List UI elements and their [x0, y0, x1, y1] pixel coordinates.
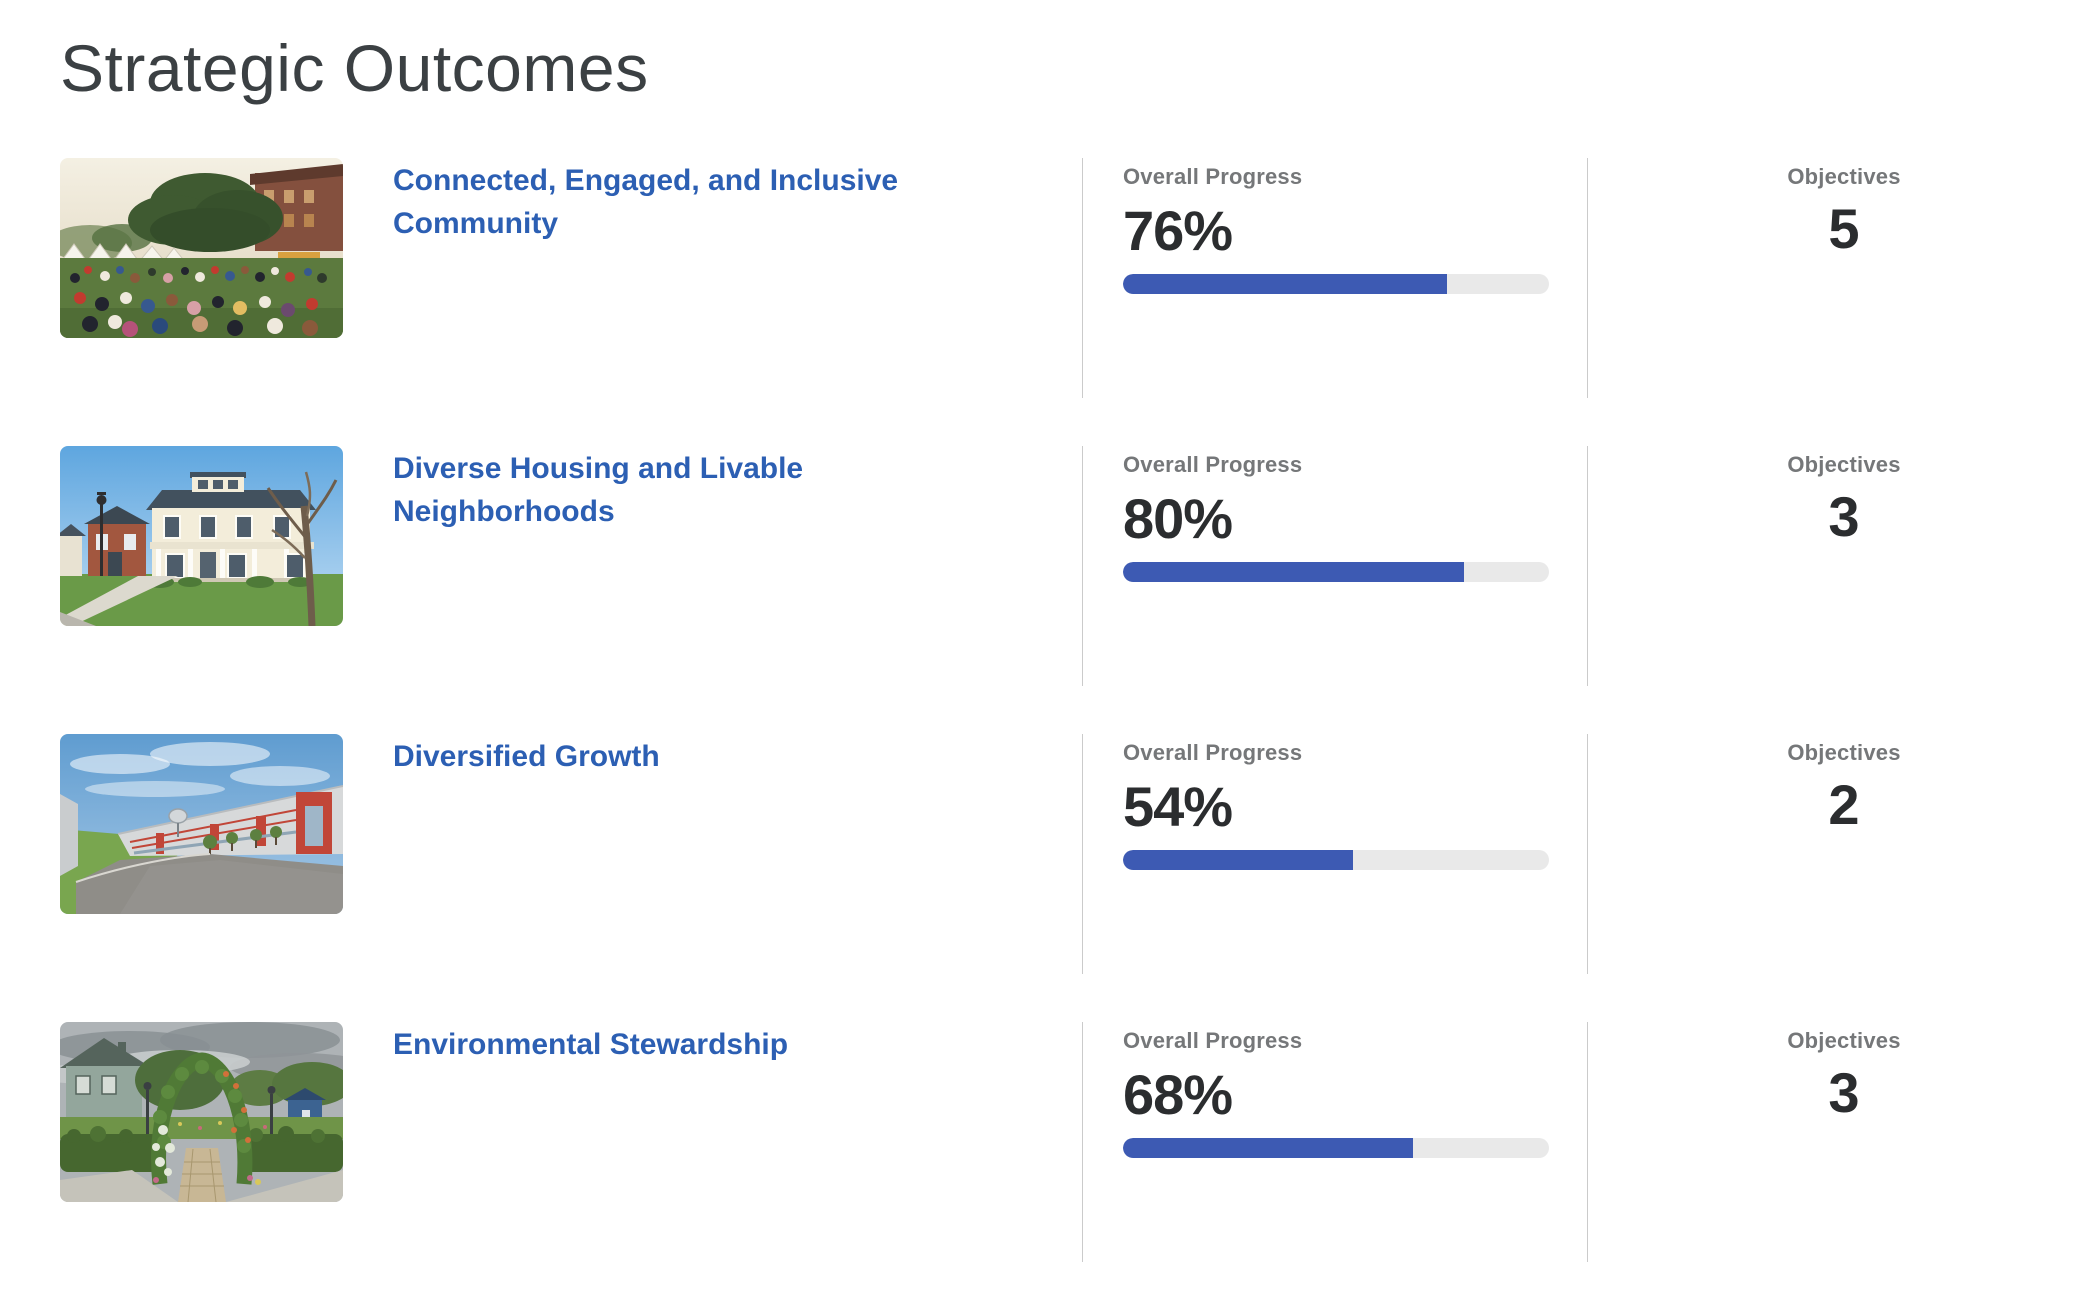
progress-percent: 54% — [1123, 775, 1233, 839]
outcome-thumbnail[interactable] — [60, 158, 343, 338]
progress-percent: 68% — [1123, 1063, 1233, 1127]
objectives-count: 5 — [1828, 197, 1860, 261]
overall-progress-label: Overall Progress — [1123, 740, 1303, 765]
outcome-title-link[interactable]: Connected, Engaged, and Inclusive Commun… — [393, 164, 899, 240]
objectives-label: Objectives — [1787, 164, 1901, 189]
strategic-outcomes-page: Strategic Outcomes — [0, 30, 2100, 1262]
outcome-row: Diversified Growth Overall Progress 54% … — [60, 734, 2100, 974]
overall-progress-label: Overall Progress — [1123, 1028, 1303, 1053]
community-festival-photo — [60, 158, 343, 338]
outcome-title-link[interactable]: Environmental Stewardship — [393, 1028, 789, 1061]
progress-bar-fill — [1123, 849, 1354, 870]
progress-bar-fill — [1123, 273, 1447, 294]
progress-bar — [1123, 1137, 1549, 1158]
objectives-label: Objectives — [1787, 740, 1901, 765]
outcome-title-link[interactable]: Diverse Housing and Livable Neighborhood… — [393, 452, 804, 528]
progress-percent: 80% — [1123, 487, 1233, 551]
progress-percent: 76% — [1123, 199, 1233, 263]
progress-bar — [1123, 561, 1549, 582]
progress-bar — [1123, 273, 1549, 294]
outcome-row: Environmental Stewardship Overall Progre… — [60, 1022, 2100, 1262]
residential-street-photo — [60, 446, 343, 626]
objectives-label: Objectives — [1787, 452, 1901, 477]
objectives-count: 3 — [1828, 1061, 1860, 1125]
objectives-count: 3 — [1828, 485, 1860, 549]
outcomes-list: Connected, Engaged, and Inclusive Commun… — [60, 158, 2100, 1262]
page-title: Strategic Outcomes — [60, 31, 649, 105]
outcome-thumbnail[interactable] — [60, 734, 343, 914]
objectives-label: Objectives — [1787, 1028, 1901, 1053]
overall-progress-label: Overall Progress — [1123, 164, 1303, 189]
outcome-thumbnail[interactable] — [60, 446, 343, 626]
overall-progress-label: Overall Progress — [1123, 452, 1303, 477]
outcome-row: Connected, Engaged, and Inclusive Commun… — [60, 158, 2100, 398]
commercial-development-photo — [60, 734, 343, 914]
outcome-row: Diverse Housing and Livable Neighborhood… — [60, 446, 2100, 686]
garden-arch-photo — [60, 1022, 343, 1202]
outcome-title-link[interactable]: Diversified Growth — [393, 740, 660, 773]
objectives-count: 2 — [1828, 773, 1860, 837]
progress-bar-fill — [1123, 1137, 1413, 1158]
progress-bar-fill — [1123, 561, 1464, 582]
progress-bar — [1123, 849, 1549, 870]
outcome-thumbnail[interactable] — [60, 1022, 343, 1202]
